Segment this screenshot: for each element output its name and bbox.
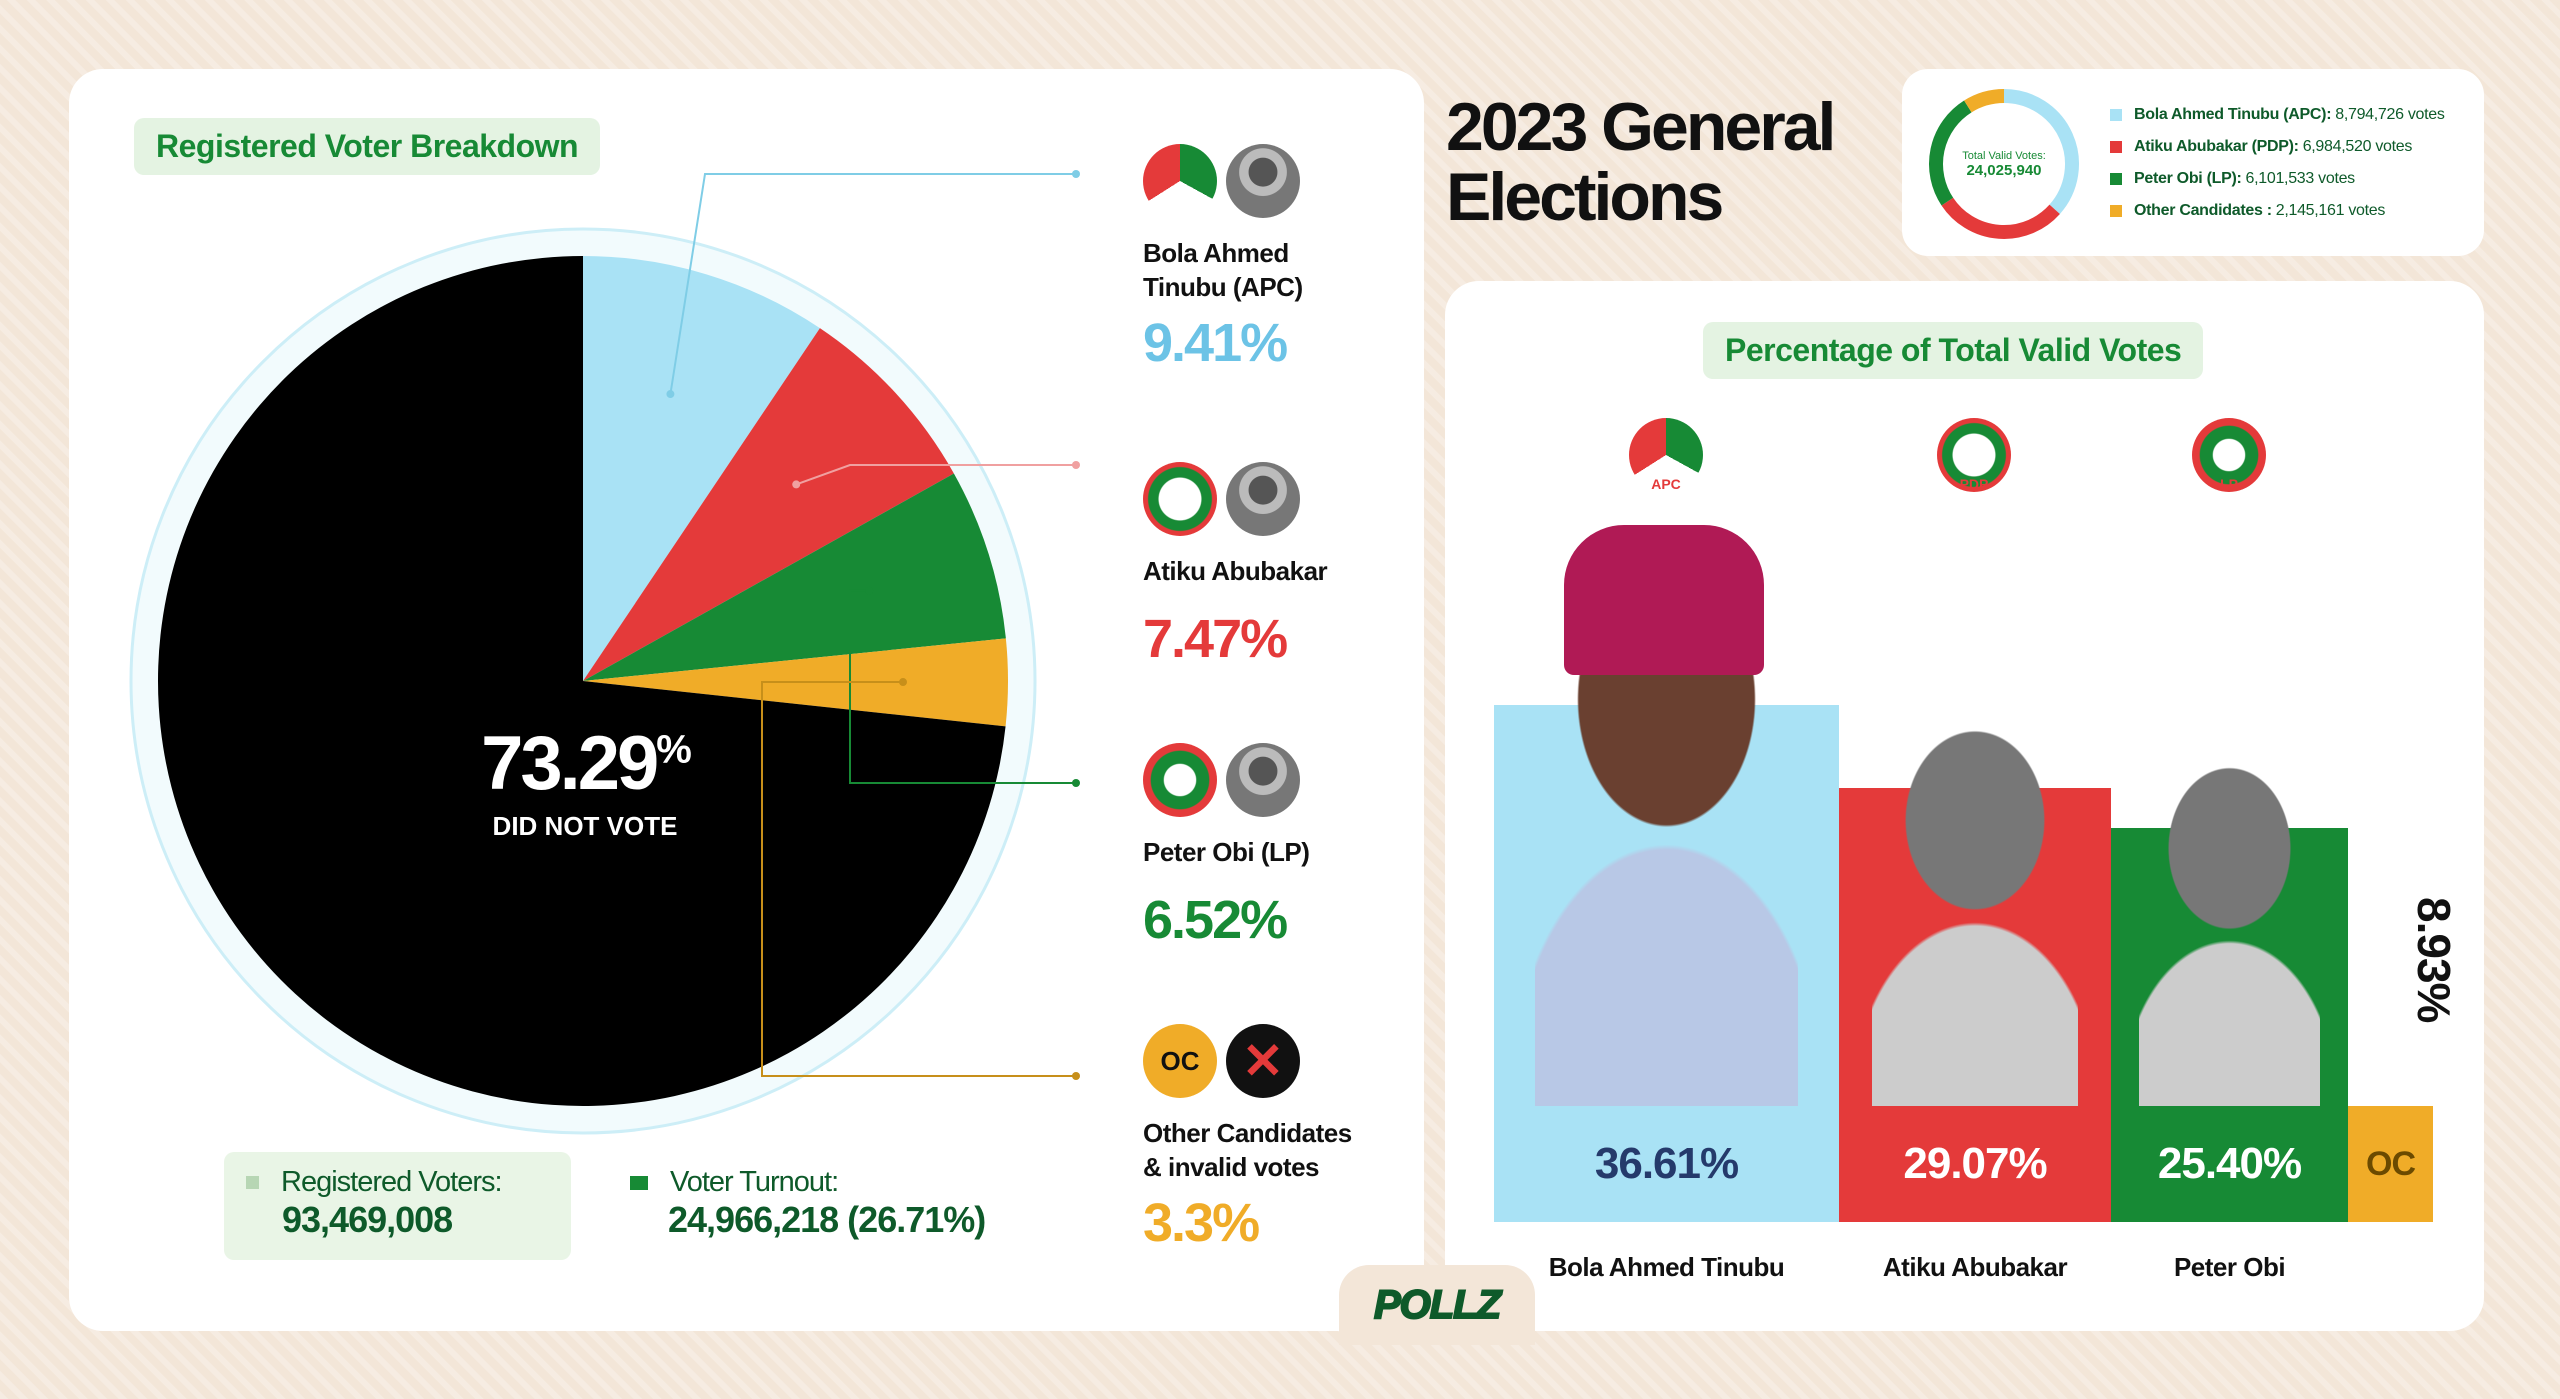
did-not-vote-caption: DID NOT VOTE bbox=[492, 811, 678, 841]
candidate-name: Atiku Abubakar bbox=[1143, 556, 1328, 586]
leader-dot bbox=[898, 678, 907, 687]
registered-swatch bbox=[246, 1176, 259, 1189]
turnout-label: Voter Turnout: bbox=[670, 1166, 839, 1198]
voter-breakdown-heading: Registered Voter Breakdown bbox=[134, 118, 601, 175]
candidate-photo bbox=[1871, 697, 2079, 1106]
legend-value: 2,145,161 votes bbox=[2275, 202, 2386, 219]
bar-chart-heading: Percentage of Total Valid Votes bbox=[1703, 322, 2204, 379]
bar-obi-label: 25.40% bbox=[2111, 1106, 2348, 1222]
legend-swatch bbox=[2110, 141, 2122, 153]
leader-dot bbox=[1072, 170, 1080, 178]
apc-logo-icon bbox=[1143, 144, 1217, 218]
obi-photo-icon bbox=[1226, 743, 1300, 817]
leader-dot bbox=[666, 390, 675, 399]
turnout-swatch bbox=[630, 1175, 648, 1190]
legend-swatch bbox=[2110, 109, 2122, 121]
donut-center: Total Valid Votes: 24,025,940 bbox=[1944, 150, 2064, 179]
slice-atiku bbox=[583, 328, 954, 681]
pct-sign: % bbox=[656, 727, 692, 772]
legend-label: Atiku Abubakar (PDP): bbox=[2134, 138, 2299, 155]
party-logo-apc-icon: APC bbox=[1629, 418, 1703, 492]
party-logo-text: APC bbox=[1651, 476, 1681, 492]
lp-logo-icon bbox=[1143, 743, 1217, 817]
candidate-pct: 3.3% bbox=[1143, 1193, 1260, 1253]
atiku-photo-icon bbox=[1226, 462, 1300, 536]
registered-value: 93,469,008 bbox=[282, 1199, 453, 1240]
legend-item: Peter Obi (LP): 6,101,533 votes bbox=[2110, 170, 2445, 188]
donut-other bbox=[1964, 89, 2005, 113]
leader-line bbox=[761, 681, 1076, 1077]
did-not-vote-pct: 73.29 bbox=[481, 721, 659, 806]
leader-dot bbox=[1072, 461, 1080, 469]
legend-label: Bola Ahmed Tinubu (APC): bbox=[2134, 106, 2332, 123]
candidate-name: Bola Ahmed Tinubu bbox=[1548, 1252, 1785, 1282]
leader-line bbox=[669, 173, 1076, 395]
party-logo-text: PDP bbox=[1959, 476, 1989, 492]
pdp-logo-icon bbox=[1143, 462, 1217, 536]
slice-did-not-vote bbox=[157, 256, 1006, 1107]
bar-tinubu-label: 36.61% bbox=[1494, 1106, 1839, 1222]
party-logo-pdp-icon: PDP bbox=[1937, 418, 2011, 492]
valid-votes-donut bbox=[1929, 89, 2079, 239]
bar-other-label: OC bbox=[2348, 1106, 2433, 1222]
party-logo-text: LP bbox=[2220, 476, 2238, 492]
bar-atiku-label: 29.07% bbox=[1839, 1106, 2111, 1222]
pollz-logo: POLLZ bbox=[1339, 1265, 1535, 1345]
leader-line bbox=[795, 464, 1076, 486]
candidate-pct: 9.41% bbox=[1143, 313, 1288, 373]
tinubu-photo-icon bbox=[1226, 144, 1300, 218]
did-not-vote-label: 73.29% DID NOT VOTE bbox=[420, 720, 750, 842]
turnout-value: 24,966,218 (26.71%) bbox=[668, 1199, 986, 1240]
legend-swatch bbox=[2110, 205, 2122, 217]
bar-value: OC bbox=[2366, 1144, 2416, 1183]
candidate-photo bbox=[2139, 737, 2320, 1106]
candidate-name: Peter Obi (LP) bbox=[1143, 837, 1310, 867]
legend-label: Peter Obi (LP): bbox=[2134, 170, 2242, 187]
legend-item: Bola Ahmed Tinubu (APC): 8,794,726 votes bbox=[2110, 106, 2445, 124]
candidate-name: Atiku Abubakar bbox=[1882, 1252, 2068, 1282]
donut-tinubu bbox=[2003, 89, 2079, 214]
bar-value: 29.07% bbox=[1903, 1139, 2047, 1188]
tinubu-cap bbox=[1564, 525, 1764, 676]
leader-dot bbox=[865, 586, 874, 595]
oc-badge-icon: OC bbox=[1143, 1024, 1217, 1098]
slice-tinubu bbox=[583, 256, 820, 681]
leader-dot bbox=[1072, 779, 1080, 787]
page-title: 2023 General Elections bbox=[1446, 89, 1836, 235]
brand-text: POLLZ bbox=[1373, 1282, 1502, 1328]
oc-vertical-pct: 8.93% bbox=[2408, 897, 2460, 1023]
voter-turnout-box: Voter Turnout: 24,966,218 (26.71%) bbox=[630, 1166, 986, 1241]
oc-badge-text: OC bbox=[1160, 1045, 1200, 1076]
donut-atiku bbox=[1941, 197, 2060, 239]
candidate-pct: 7.47% bbox=[1143, 609, 1288, 669]
legend-swatch bbox=[2110, 173, 2122, 185]
bar-value: 25.40% bbox=[2157, 1139, 2302, 1188]
candidate-name: Other Candidates & invalid votes bbox=[1143, 1118, 1352, 1182]
legend-value: 8,794,726 votes bbox=[2335, 106, 2445, 123]
slice-obi bbox=[583, 473, 1006, 681]
bar-value: 36.61% bbox=[1594, 1139, 1739, 1188]
registered-voters-box: Registered Voters: 93,469,008 bbox=[224, 1152, 571, 1260]
leader-line bbox=[849, 589, 1076, 784]
leader-dot bbox=[1072, 1072, 1080, 1080]
invalid-x-icon: ✕ bbox=[1226, 1024, 1300, 1098]
registered-label: Registered Voters: bbox=[281, 1166, 503, 1198]
donut-total-label: Total Valid Votes: bbox=[1962, 150, 2046, 162]
candidate-name: Peter Obi bbox=[2173, 1252, 2286, 1282]
legend-label: Other Candidates : bbox=[2134, 202, 2272, 219]
candidate-name: Bola Ahmed Tinubu (APC) bbox=[1143, 238, 1303, 302]
donut-obi bbox=[1929, 100, 1972, 206]
legend-item: Atiku Abubakar (PDP): 6,984,520 votes bbox=[2110, 138, 2445, 156]
legend-value: 6,984,520 votes bbox=[2302, 138, 2413, 155]
legend-item: Other Candidates :2,145,161 votes bbox=[2110, 202, 2445, 220]
legend-value: 6,101,533 votes bbox=[2245, 170, 2356, 187]
candidate-pct: 6.52% bbox=[1143, 890, 1288, 950]
leader-dot bbox=[792, 480, 801, 489]
legend-list: Bola Ahmed Tinubu (APC): 8,794,726 votes A… bbox=[2110, 106, 2445, 234]
registered-voter-pie bbox=[129, 170, 1080, 1135]
party-logo-lp-icon: LP bbox=[2192, 418, 2266, 492]
donut-total-value: 24,025,940 bbox=[1966, 162, 2042, 179]
